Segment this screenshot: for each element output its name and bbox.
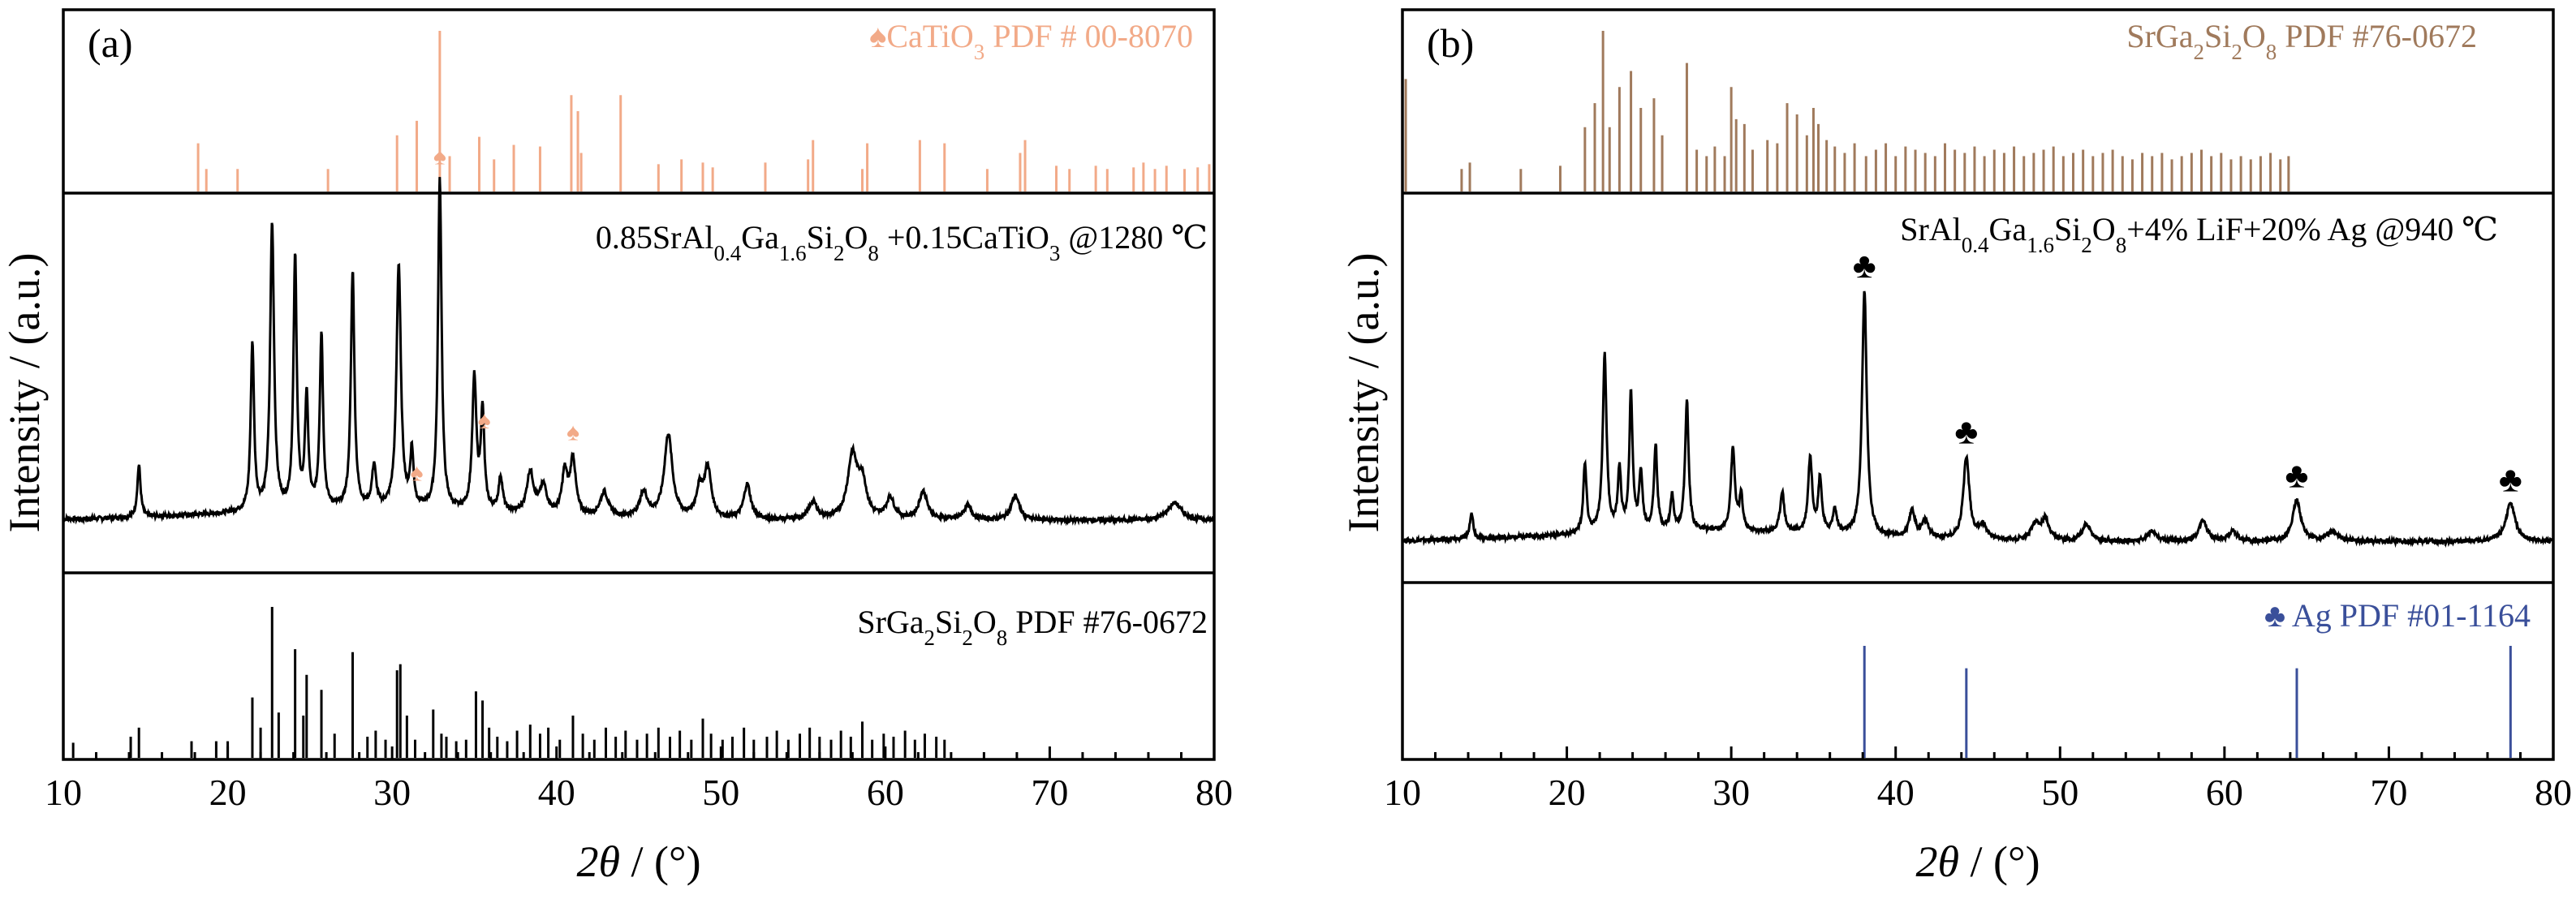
peak-marker: ♠ <box>433 143 446 170</box>
sample-annotation-part: SrAl <box>1900 211 1962 247</box>
peak-marker: ♠ <box>411 460 424 487</box>
sample-annotation-part: 1.6 <box>779 241 807 265</box>
reference-bottom-label-part: PDF #76-0672 <box>1007 604 1208 640</box>
reference-top-label-part: 2 <box>2231 40 2242 64</box>
reference-bottom-label-part: 2 <box>962 626 973 650</box>
x-axis-variable: 2θ <box>1915 837 1959 886</box>
sample-annotation-part: 0.85SrAl <box>596 219 714 256</box>
peak-marker: ♠ <box>566 419 579 446</box>
sample-annotation-part: 3 <box>1049 241 1061 265</box>
x-axis-unit: / (°) <box>620 837 701 886</box>
peak-marker: ♣ <box>1954 411 1978 451</box>
panel-label: (a) <box>88 20 133 66</box>
reference-top-label: SrGa2Si2O8 PDF #76-0672 <box>2126 18 2477 64</box>
reference-top-marker: ♠ <box>869 18 886 54</box>
reference-bottom-label-part: Si <box>935 604 962 640</box>
reference-top-label-part: O <box>2242 18 2266 54</box>
sample-annotation-part: Ga <box>741 219 779 256</box>
sample-annotation-part: 8 <box>868 241 879 265</box>
reference-top-label-part: CaTiO <box>886 18 973 54</box>
sample-annotation: 0.85SrAl0.4Ga1.6Si2O8 +0.15CaTiO3 @1280 … <box>596 219 1208 265</box>
x-tick-label: 40 <box>1877 772 1915 813</box>
y-axis-label: Intensity / (a.u.) <box>0 253 49 533</box>
x-tick-label: 20 <box>1549 772 1586 813</box>
sample-annotation-part: Si <box>2054 211 2081 247</box>
reference-bottom-label: ♣ Ag PDF #01-1164 <box>2264 597 2531 634</box>
panel-label: (b) <box>1427 20 1474 66</box>
x-tick-label: 10 <box>45 772 82 813</box>
x-tick-label: 40 <box>538 772 575 813</box>
reference-top-label-part: PDF #76-0672 <box>2277 18 2477 54</box>
x-axis-label: 2θ / (°) <box>576 837 700 886</box>
x-tick-label: 30 <box>1712 772 1750 813</box>
y-axis-label: Intensity / (a.u.) <box>1339 253 1388 533</box>
x-axis-variable: 2θ <box>576 837 620 886</box>
peak-marker: ♣ <box>1853 246 1876 286</box>
sample-annotation-part: 2 <box>2081 233 2092 257</box>
x-tick-label: 10 <box>1384 772 1421 813</box>
sample-annotation-part: Si <box>807 219 834 256</box>
panel-b: ♣ ♣ ♣ ♣ 10 20 30 40 50 60 70 80 2θ / (°) Intensity / … <box>1339 8 2572 886</box>
x-tick-label: 30 <box>373 772 411 813</box>
xrd-pattern-line <box>62 177 1216 527</box>
sample-annotation-part: O <box>2092 211 2116 247</box>
x-axis-unit: / (°) <box>1959 837 2040 886</box>
sample-annotation-part: +4% LiF+20% Ag @940 ℃ <box>2126 211 2498 247</box>
reference-bottom-label-part: 8 <box>997 626 1008 650</box>
sample-annotation-part: Ga <box>1989 211 2027 247</box>
peak-marker: ♣ <box>2499 459 2522 499</box>
sample-annotation: SrAl0.4Ga1.6Si2O8+4% LiF+20% Ag @940 ℃ <box>1900 211 2498 257</box>
sample-annotation-part: @1280 ℃ <box>1060 219 1208 256</box>
sample-annotation-part: 0.4 <box>1962 233 1989 257</box>
x-tick-label: 70 <box>1031 772 1068 813</box>
x-tick-label: 60 <box>867 772 904 813</box>
x-tick-label: 60 <box>2206 772 2243 813</box>
sample-annotation-part: 8 <box>2116 233 2127 257</box>
x-tick-label: 80 <box>2535 772 2572 813</box>
reference-top-label-part: PDF # 00-8070 <box>984 18 1193 54</box>
reference-top-label-part: SrGa <box>2126 18 2193 54</box>
sample-annotation-part: 0.4 <box>713 241 741 265</box>
reference-top-label-part: 3 <box>974 40 985 64</box>
sample-annotation-part: 1.6 <box>2027 233 2054 257</box>
x-tick-label: 80 <box>1195 772 1233 813</box>
peak-marker: ♠ <box>478 407 491 434</box>
xrd-pattern-line <box>1401 290 2555 548</box>
plot-frame <box>1401 8 2555 761</box>
x-tick-label: 50 <box>702 772 739 813</box>
x-axis-label: 2θ / (°) <box>1915 837 2040 886</box>
x-tick-label: 50 <box>2041 772 2078 813</box>
reference-bottom-label-part: O <box>973 604 997 640</box>
x-tick-label: 70 <box>2370 772 2407 813</box>
reference-bottom-marker: ♣ <box>2264 597 2292 634</box>
sample-annotation-part: +0.15CaTiO <box>879 219 1049 256</box>
plot-frame <box>62 8 1216 761</box>
reference-top-label-part: 2 <box>2194 40 2205 64</box>
sample-annotation-part: 2 <box>834 241 845 265</box>
x-tick-label: 20 <box>209 772 247 813</box>
reference-top-label: ♠CaTiO3 PDF # 00-8070 <box>869 18 1193 64</box>
sample-annotation-part: O <box>844 219 868 256</box>
panel-a: ♠ ♠ ♠ ♠ 10 20 30 40 50 60 70 80 2θ / (°) Intensity / … <box>0 8 1233 886</box>
reference-bottom-label-part: Ag PDF #01-1164 <box>2292 597 2531 634</box>
reference-top-label-part: 8 <box>2266 40 2277 64</box>
reference-bottom-label-part: SrGa <box>857 604 924 640</box>
peak-marker: ♣ <box>2285 456 2309 496</box>
reference-bottom-label-part: 2 <box>924 626 936 650</box>
reference-top-label-part: Si <box>2204 18 2231 54</box>
reference-bottom-label: SrGa2Si2O8 PDF #76-0672 <box>857 604 1208 650</box>
